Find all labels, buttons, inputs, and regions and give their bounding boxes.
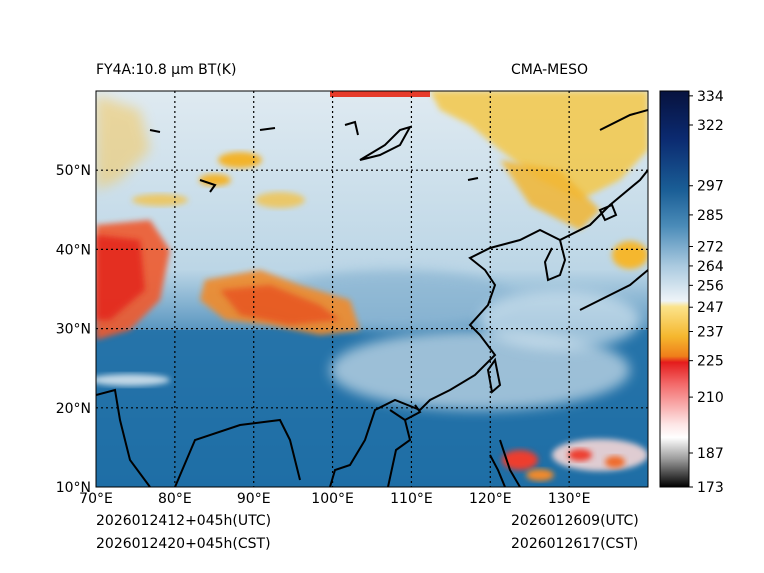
lon-label: 90°E <box>237 491 271 507</box>
init-time-cst: 2026012420+045h(CST) <box>96 536 271 552</box>
lon-label: 70°E <box>79 491 113 507</box>
colorbar-tick-label: 297 <box>697 179 724 195</box>
lon-label: 110°E <box>390 491 433 507</box>
satellite-image <box>96 91 648 487</box>
colorbar-tick-label: 237 <box>697 325 724 341</box>
latitude-labels: 10°N 20°N 30°N 40°N 50°N <box>56 163 91 496</box>
colorbar-tick-label: 285 <box>697 208 724 224</box>
lon-label: 120°E <box>469 491 512 507</box>
colorbar-ticks: 334 322 297 285 272 264 256 247 237 225 210 187 173 <box>689 89 724 496</box>
colorbar-tick-label: 264 <box>697 259 724 275</box>
lat-label: 20°N <box>56 401 91 417</box>
colorbar-tick-label: 256 <box>697 278 724 294</box>
colorbar-tick-label: 187 <box>697 446 724 462</box>
init-time-utc: 2026012412+045h(UTC) <box>96 513 272 529</box>
lat-label: 50°N <box>56 163 91 179</box>
colorbar-frame <box>659 90 690 488</box>
lat-label: 30°N <box>56 322 91 338</box>
map-frame <box>95 90 649 488</box>
lon-label: 80°E <box>158 491 192 507</box>
valid-time-cst: 2026012617(CST) <box>511 536 639 552</box>
colorbar-tick-label: 247 <box>697 300 724 316</box>
longitude-labels: 70°E 80°E 90°E 100°E 110°E 120°E 130°E <box>79 491 590 507</box>
gridlines <box>96 91 648 487</box>
lat-label: 10°N <box>56 480 91 496</box>
colorbar-tick-label: 322 <box>697 118 724 134</box>
colorbar-tick-label: 272 <box>697 239 724 255</box>
lat-label: 40°N <box>56 242 91 258</box>
colorbar-tick-label: 334 <box>697 89 724 105</box>
lon-label: 100°E <box>311 491 354 507</box>
colorbar-tick-label: 173 <box>697 480 724 496</box>
map-title: FY4A:10.8 µm BT(K) <box>96 62 237 78</box>
colorbar <box>660 91 689 487</box>
valid-time-utc: 2026012609(UTC) <box>511 513 639 529</box>
model-name: CMA-MESO <box>511 62 589 78</box>
colorbar-tick-label: 225 <box>697 354 724 370</box>
lon-label: 130°E <box>548 491 591 507</box>
colorbar-tick-label: 210 <box>697 390 724 406</box>
